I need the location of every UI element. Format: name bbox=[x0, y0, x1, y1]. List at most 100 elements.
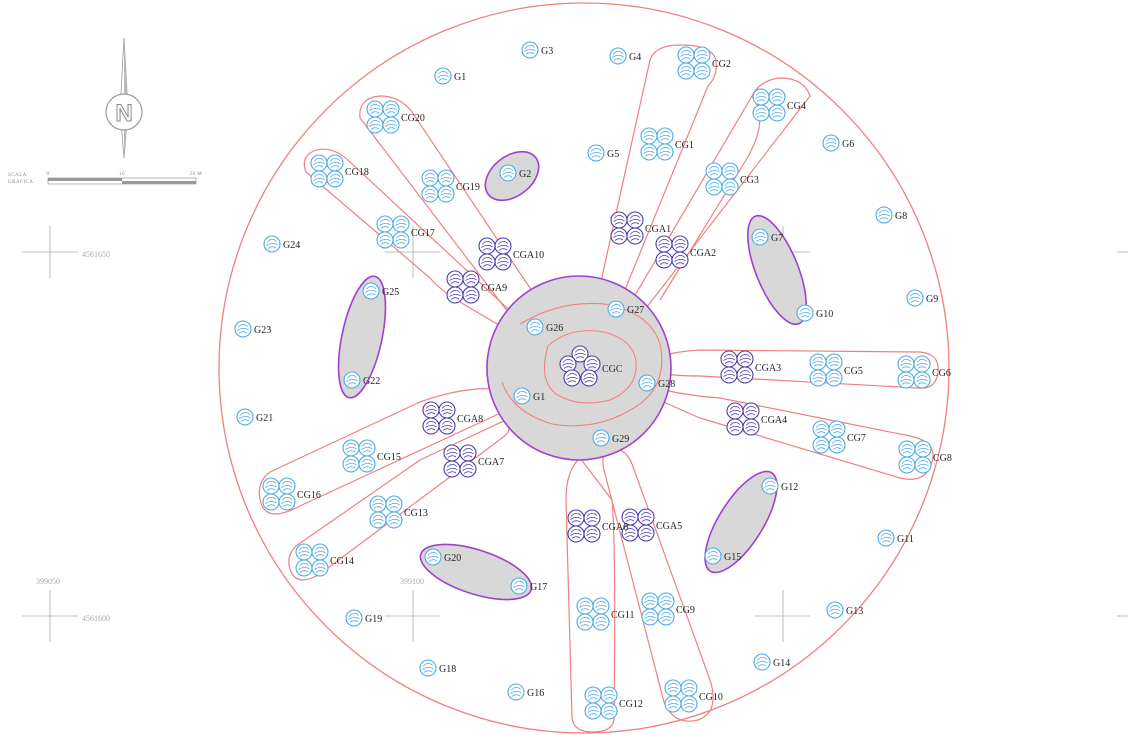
tree-group-cga6 bbox=[567, 509, 601, 543]
label-cga3: CGA3 bbox=[755, 363, 781, 374]
tree-symbol bbox=[906, 289, 924, 307]
tree-symbol bbox=[459, 460, 477, 478]
tree-symbol bbox=[809, 369, 827, 387]
scale-bar: SCALA GRAFICA 0 10 20 M bbox=[8, 172, 202, 185]
label-g9: G9 bbox=[926, 294, 938, 305]
label-g5: G5 bbox=[607, 149, 619, 160]
tree-symbol bbox=[567, 525, 585, 543]
label-cg16: CG16 bbox=[297, 490, 321, 501]
tree-group-cga3 bbox=[720, 350, 754, 384]
tree-symbol bbox=[680, 679, 698, 697]
label-g26: G26 bbox=[546, 323, 563, 334]
label-g13: G13 bbox=[846, 606, 863, 617]
tree-symbol bbox=[366, 100, 384, 118]
label-cga8: CGA8 bbox=[457, 414, 483, 425]
tree-symbol bbox=[580, 369, 598, 387]
trees-layer: G1 G3 G4 G5 G6 G2 G8 G7 G9 G10 G24 G23 G25 G22 G21 G26 G… bbox=[234, 41, 952, 720]
label-cg11: CG11 bbox=[611, 610, 635, 621]
tree-symbol bbox=[278, 493, 296, 511]
tree-symbol bbox=[326, 154, 344, 172]
tree-symbol bbox=[751, 228, 769, 246]
tree-symbol bbox=[362, 282, 380, 300]
tree-symbol bbox=[392, 215, 410, 233]
label-cg1: CG1 bbox=[675, 140, 694, 151]
tree-symbol bbox=[369, 495, 387, 513]
tree-symbol bbox=[499, 164, 517, 182]
tree-symbol bbox=[583, 355, 601, 373]
tree-symbol bbox=[655, 251, 673, 269]
tree-symbol bbox=[664, 695, 682, 713]
tree-symbol bbox=[610, 227, 628, 245]
tree-symbol bbox=[600, 702, 618, 720]
tree-symbol bbox=[720, 366, 738, 384]
north-arrow: N bbox=[105, 37, 143, 159]
tree-symbol bbox=[462, 270, 480, 288]
tree-group-cga10 bbox=[478, 237, 512, 271]
tree-group-cg15 bbox=[342, 439, 376, 473]
tree-group-cg17 bbox=[376, 215, 410, 249]
tree-symbol bbox=[641, 608, 659, 626]
label-cga5: CGA5 bbox=[656, 521, 682, 532]
tree-symbol bbox=[640, 127, 658, 145]
label-g14: G14 bbox=[773, 658, 790, 669]
label-cga7: CGA7 bbox=[478, 457, 504, 468]
tree-symbol bbox=[656, 127, 674, 145]
tree-symbol bbox=[626, 211, 644, 229]
tree-symbol bbox=[443, 460, 461, 478]
tree-symbol bbox=[898, 456, 916, 474]
tree-symbol bbox=[796, 304, 814, 322]
tree-symbol bbox=[726, 418, 744, 436]
tree-symbol bbox=[693, 62, 711, 80]
tree-symbol bbox=[583, 525, 601, 543]
tree-symbol bbox=[494, 237, 512, 255]
label-g11: G11 bbox=[897, 534, 914, 545]
label-g3: G3 bbox=[541, 46, 553, 57]
label-cg8: CG8 bbox=[933, 453, 952, 464]
tree-symbol bbox=[345, 609, 363, 627]
tree-symbol bbox=[358, 455, 376, 473]
tree-symbol bbox=[443, 444, 461, 462]
scale-title-1: SCALA bbox=[8, 173, 27, 178]
tree-symbol bbox=[584, 702, 602, 720]
tree-symbol bbox=[809, 353, 827, 371]
tree-symbol bbox=[828, 420, 846, 438]
coord-north-2: 4561600 bbox=[82, 614, 110, 623]
label-g20: G20 bbox=[444, 553, 461, 564]
tree-symbol bbox=[812, 420, 830, 438]
label-cg12: CG12 bbox=[619, 699, 643, 710]
tree-group-cg2 bbox=[677, 46, 711, 80]
tree-symbol bbox=[914, 456, 932, 474]
tree-symbol bbox=[704, 547, 722, 565]
scale-title-2: GRAFICA bbox=[8, 180, 33, 185]
tree-symbol bbox=[422, 417, 440, 435]
tree-group-cga4 bbox=[726, 402, 760, 436]
label-cga4: CGA4 bbox=[761, 415, 787, 426]
coord-north-1: 4561650 bbox=[82, 250, 110, 259]
tree-symbol bbox=[657, 608, 675, 626]
tree-group-cg9 bbox=[641, 592, 675, 626]
tree-symbol bbox=[567, 509, 585, 527]
tree-group-cg6 bbox=[897, 355, 931, 389]
tree-symbol bbox=[657, 592, 675, 610]
tree-symbol bbox=[478, 237, 496, 255]
label-cg5: CG5 bbox=[844, 366, 863, 377]
tree-symbol bbox=[571, 345, 589, 363]
label-cga2: CGA2 bbox=[690, 248, 716, 259]
label-g28: G28 bbox=[658, 379, 675, 390]
tree-symbol bbox=[262, 493, 280, 511]
north-letter: N bbox=[115, 100, 132, 127]
tree-group-cga5 bbox=[621, 508, 655, 542]
label-cg6: CG6 bbox=[932, 368, 951, 379]
label-g27: G27 bbox=[627, 305, 644, 316]
tree-group-cg18 bbox=[310, 154, 344, 188]
tree-symbol bbox=[382, 116, 400, 134]
label-cg10: CG10 bbox=[699, 692, 723, 703]
label-cga1: CGA1 bbox=[645, 224, 671, 235]
label-g23: G23 bbox=[254, 325, 271, 336]
tree-group-cga7 bbox=[443, 444, 477, 478]
tree-symbol bbox=[521, 41, 539, 59]
tree-symbol bbox=[761, 477, 779, 495]
tree-symbol bbox=[607, 300, 625, 318]
tree-symbol bbox=[626, 227, 644, 245]
tree-symbol bbox=[584, 686, 602, 704]
